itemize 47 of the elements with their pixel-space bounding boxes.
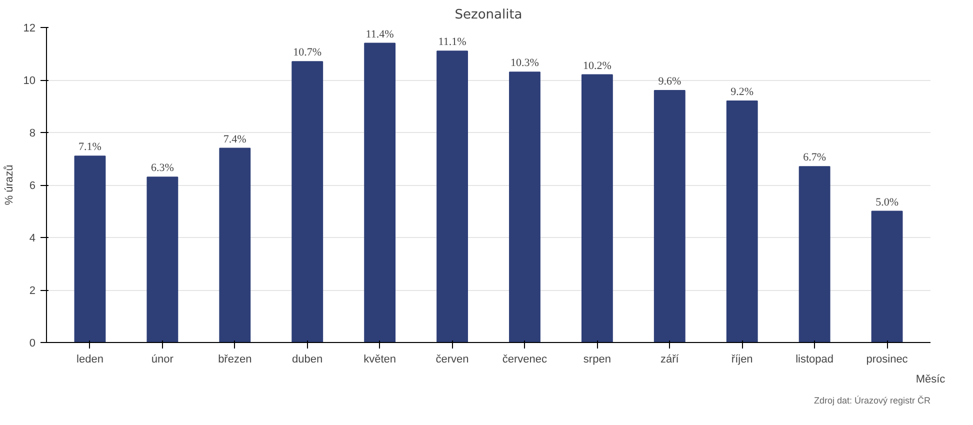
x-tick-label: září bbox=[660, 354, 680, 366]
bar bbox=[219, 148, 251, 342]
x-tick-label: prosinec bbox=[866, 354, 908, 366]
y-tick-label: 12 bbox=[23, 22, 36, 34]
data-label: 7.4% bbox=[223, 133, 246, 146]
x-tick-label: říjen bbox=[731, 354, 753, 366]
bar bbox=[364, 42, 396, 342]
data-label: 7.1% bbox=[78, 141, 102, 154]
x-tick-label: květen bbox=[364, 354, 396, 366]
data-label: 9.6% bbox=[658, 76, 682, 88]
y-tick-label: 6 bbox=[29, 180, 36, 192]
y-tick-label: 2 bbox=[29, 285, 36, 297]
data-label: 9.2% bbox=[730, 86, 754, 98]
text: Zdroj dat: Úrazový registr ČR bbox=[814, 396, 931, 406]
data-label: 6.3% bbox=[150, 162, 174, 174]
bar bbox=[74, 156, 106, 342]
x-tick-label: únor bbox=[151, 354, 174, 366]
data-label: 10.7% bbox=[293, 46, 322, 59]
bar bbox=[436, 50, 468, 342]
data-label: 11.1% bbox=[438, 36, 466, 48]
y-axis-title: % úrazů bbox=[3, 164, 16, 206]
x-tick-label: červenec bbox=[502, 354, 548, 366]
x-axis-title: Měsíc bbox=[916, 374, 946, 386]
data-label: 10.3% bbox=[510, 57, 539, 70]
bar bbox=[798, 166, 830, 342]
x-tick-label: listopad bbox=[796, 354, 834, 366]
y-tick-label: 8 bbox=[29, 128, 36, 140]
y-tick-label: 4 bbox=[29, 232, 36, 244]
chart-title: Sezonalita bbox=[454, 8, 522, 22]
bar bbox=[146, 176, 178, 342]
x-tick-label: srpen bbox=[583, 354, 611, 366]
bar bbox=[581, 74, 613, 342]
bar bbox=[871, 210, 903, 342]
x-tick-label: červen bbox=[436, 354, 469, 366]
bar bbox=[292, 61, 324, 342]
data-label: 10.2% bbox=[582, 60, 612, 72]
y-tick-label: 0 bbox=[29, 338, 36, 350]
bar bbox=[509, 72, 540, 342]
x-tick-label: leden bbox=[76, 354, 104, 366]
y-tick-label: 10 bbox=[23, 75, 36, 87]
x-tick-label: březen bbox=[218, 354, 252, 366]
data-label: 11.4% bbox=[366, 28, 394, 40]
bar bbox=[726, 100, 758, 342]
data-label: 5.0% bbox=[876, 196, 898, 208]
data-label: 6.7% bbox=[803, 152, 826, 164]
bar bbox=[654, 90, 686, 342]
x-tick-label: duben bbox=[292, 354, 323, 366]
